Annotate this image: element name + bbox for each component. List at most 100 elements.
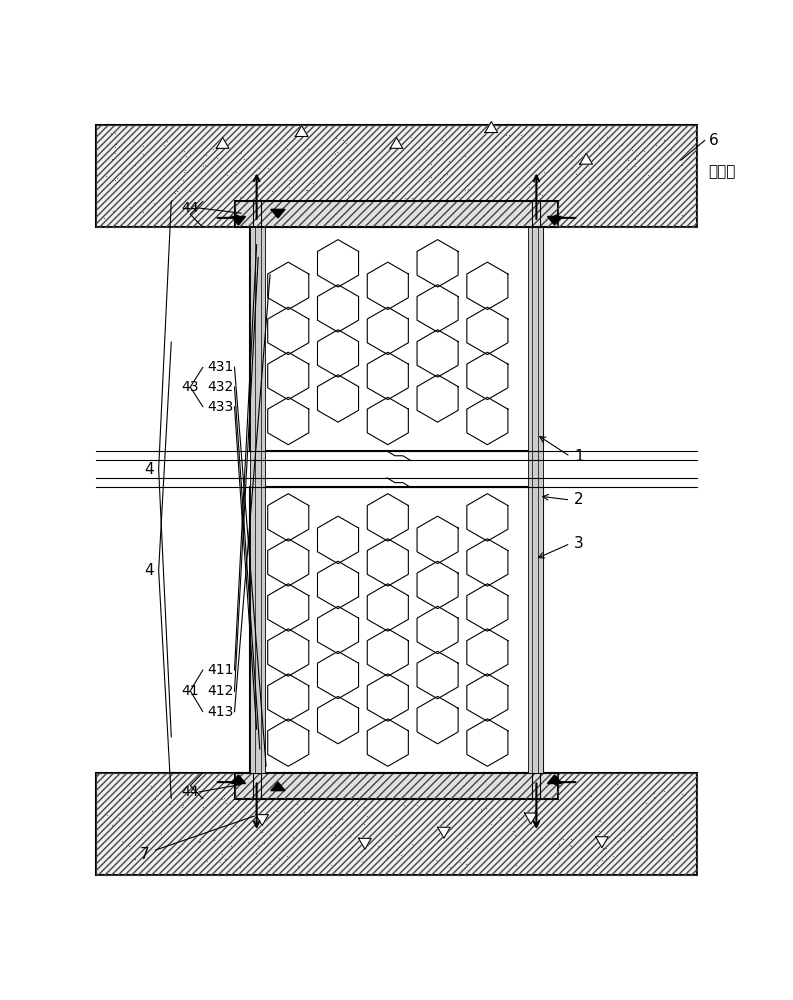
Point (618, 822, 630, 838)
Point (499, 138, 511, 154)
Point (661, 177, 674, 193)
Point (170, 155, 183, 171)
Point (221, 176, 234, 192)
Point (434, 174, 446, 190)
Point (324, 782, 337, 798)
Point (207, 832, 220, 848)
Text: 431: 431 (207, 360, 233, 374)
Point (419, 779, 431, 795)
Point (243, 815, 255, 831)
Point (227, 799, 239, 815)
Point (116, 822, 128, 838)
Point (358, 816, 370, 832)
Point (404, 129, 417, 145)
Point (438, 209, 450, 225)
Point (326, 205, 339, 221)
Point (462, 191, 475, 207)
Point (665, 142, 677, 158)
Point (109, 125, 121, 141)
Point (421, 137, 434, 153)
Point (297, 804, 310, 820)
Point (132, 125, 145, 141)
Text: 432: 432 (207, 380, 233, 394)
Point (242, 834, 255, 850)
Point (615, 205, 627, 221)
Point (109, 136, 122, 152)
Point (381, 849, 393, 865)
Point (103, 815, 116, 831)
Point (508, 844, 520, 860)
Point (584, 788, 597, 804)
Point (530, 783, 542, 799)
Point (458, 840, 470, 856)
Point (553, 777, 565, 793)
Point (485, 782, 498, 798)
Point (177, 797, 190, 813)
Point (569, 189, 582, 205)
Point (458, 148, 471, 164)
Point (386, 151, 399, 167)
Point (200, 147, 213, 163)
Point (232, 792, 245, 808)
Point (155, 175, 168, 191)
Point (565, 831, 577, 847)
Point (128, 851, 141, 867)
Point (121, 143, 133, 159)
Point (289, 193, 301, 209)
Bar (96, 773, 697, 875)
Point (197, 158, 210, 174)
Point (559, 146, 572, 162)
Point (320, 193, 333, 209)
Point (616, 137, 629, 153)
Point (302, 774, 315, 790)
Text: 天花板: 天花板 (709, 165, 736, 180)
Point (656, 831, 668, 847)
Point (640, 171, 653, 187)
Point (301, 810, 313, 826)
Point (324, 819, 337, 835)
Point (503, 184, 515, 200)
Point (151, 200, 164, 216)
Point (212, 147, 224, 163)
Point (170, 183, 183, 199)
Point (502, 127, 515, 143)
Point (404, 783, 417, 799)
Point (136, 826, 148, 842)
Point (606, 813, 619, 829)
Point (605, 840, 618, 856)
Point (531, 816, 544, 832)
Point (502, 170, 515, 186)
Point (126, 777, 139, 793)
Point (534, 142, 547, 158)
Point (426, 208, 439, 224)
Point (535, 856, 548, 872)
Point (446, 792, 459, 808)
Point (264, 826, 277, 842)
Point (419, 172, 432, 188)
Point (224, 806, 236, 822)
Point (423, 140, 436, 156)
Point (348, 797, 361, 813)
Point (500, 127, 512, 143)
Point (437, 167, 450, 183)
Polygon shape (596, 837, 608, 848)
Point (251, 188, 264, 204)
Bar (235, 201, 558, 227)
Point (160, 837, 173, 853)
Point (472, 171, 485, 187)
Point (600, 129, 613, 145)
Point (635, 209, 648, 225)
Point (105, 125, 118, 141)
Point (583, 173, 596, 189)
Point (360, 776, 373, 792)
Point (527, 174, 540, 190)
Point (254, 822, 266, 838)
Point (431, 832, 444, 848)
Point (136, 128, 149, 144)
Point (643, 142, 656, 158)
Bar (96, 125, 697, 227)
Point (217, 790, 230, 806)
Point (113, 844, 126, 860)
Point (490, 142, 503, 158)
Text: 44: 44 (182, 785, 199, 799)
